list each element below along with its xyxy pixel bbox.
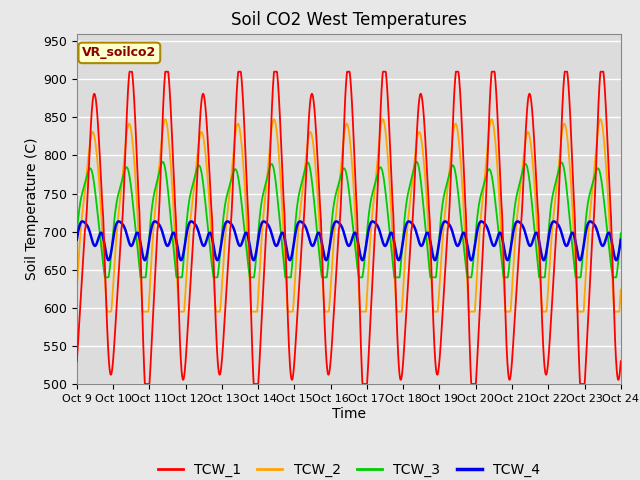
TCW_1 [502, 322, 509, 328]
TCW_3 [73, 231, 81, 237]
TCW_1 [324, 368, 332, 374]
TCW_3 [338, 169, 346, 175]
Text: VR_soilco2: VR_soilco2 [82, 47, 157, 60]
TCW_2 [323, 309, 331, 314]
TCW_1 [602, 94, 609, 100]
TCW_3 [617, 230, 625, 236]
X-axis label: Time: Time [332, 407, 366, 420]
Line: TCW_4: TCW_4 [77, 221, 621, 260]
TCW_2 [502, 309, 509, 314]
TCW_2 [338, 158, 346, 164]
TCW_1 [617, 359, 625, 364]
Line: TCW_1: TCW_1 [77, 72, 621, 384]
Y-axis label: Soil Temperature (C): Soil Temperature (C) [25, 138, 39, 280]
TCW_2 [73, 287, 81, 292]
Line: TCW_3: TCW_3 [77, 162, 621, 277]
TCW_4 [405, 218, 413, 224]
TCW_4 [73, 237, 81, 243]
TCW_4 [337, 223, 345, 229]
TCW_2 [104, 309, 111, 314]
TCW_2 [602, 153, 609, 158]
TCW_1 [338, 178, 346, 183]
TCW_1 [141, 381, 149, 387]
TCW_2 [602, 156, 609, 162]
TCW_1 [125, 69, 133, 74]
TCW_3 [602, 212, 609, 218]
TCW_4 [502, 252, 509, 258]
TCW_1 [100, 252, 108, 258]
TCW_4 [100, 242, 108, 248]
TCW_3 [602, 210, 609, 216]
TCW_3 [100, 272, 108, 277]
TCW_2 [100, 271, 108, 277]
TCW_2 [617, 287, 625, 292]
TCW_4 [602, 237, 609, 243]
TCW_3 [159, 159, 166, 165]
TCW_3 [502, 275, 509, 280]
TCW_4 [602, 238, 609, 244]
TCW_1 [602, 99, 609, 105]
Line: TCW_2: TCW_2 [77, 119, 621, 312]
TCW_1 [73, 359, 81, 364]
Legend: TCW_1, TCW_2, TCW_3, TCW_4: TCW_1, TCW_2, TCW_3, TCW_4 [152, 457, 546, 480]
Title: Soil CO2 West Temperatures: Soil CO2 West Temperatures [231, 11, 467, 29]
TCW_3 [324, 269, 332, 275]
TCW_4 [576, 257, 584, 263]
TCW_2 [596, 116, 604, 122]
TCW_4 [617, 237, 625, 243]
TCW_3 [101, 275, 109, 280]
TCW_4 [323, 256, 331, 262]
